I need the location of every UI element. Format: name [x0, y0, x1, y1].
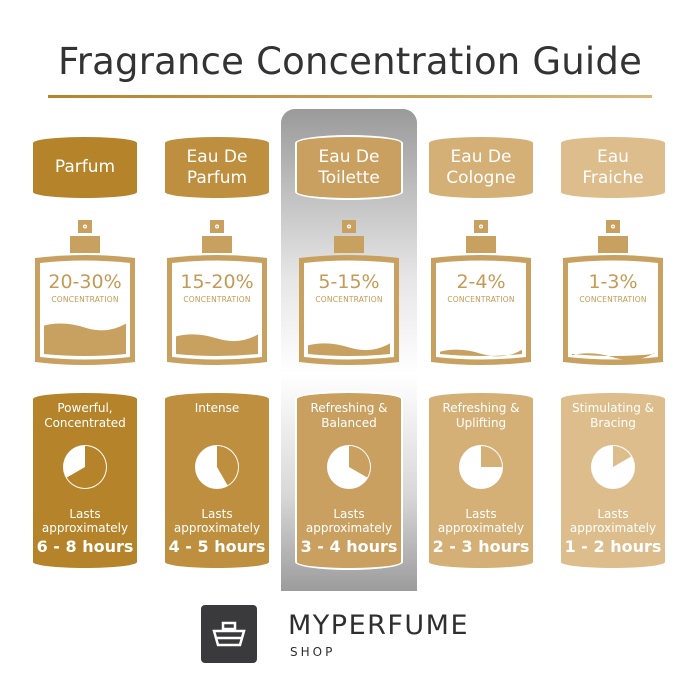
liquid-level: [308, 343, 390, 356]
approximately-label: approximately: [41, 521, 129, 535]
duration-hours: 2 - 3 hours: [432, 537, 530, 556]
approximately-label: approximately: [569, 521, 657, 535]
lasts-label: Lasts: [597, 507, 629, 521]
concentration-column: Parfum 20-30% CONCENTRATION Powerful, Con…: [33, 0, 137, 600]
concentration-column: Eau De Cologne 2-4% CONCENTRATION Refresh…: [429, 0, 533, 600]
concentration-label: CONCENTRATION: [183, 295, 251, 304]
longevity-card: Refreshing & Uplifting Lasts approximately…: [429, 393, 533, 568]
type-header: Parfum: [33, 137, 137, 198]
concentration-label: CONCENTRATION: [579, 295, 647, 304]
concentration-percent: 5-15%: [318, 271, 380, 293]
longevity-card: Intense Lasts approximately 4 - 5 hours: [165, 393, 269, 568]
longevity-card: Powerful, Concentrated Lasts approximately…: [33, 393, 137, 568]
description-line: Stimulating &: [571, 401, 655, 415]
bottle-icon: [431, 220, 531, 365]
clock-pie-slice: [66, 446, 106, 488]
clock-pie-slice: [613, 446, 632, 467]
lasts-label: Lasts: [69, 507, 101, 521]
approximately-label: approximately: [305, 521, 393, 535]
longevity-card: Stimulating & Bracing Lasts approximately …: [561, 393, 665, 568]
description-line: Powerful,: [57, 401, 113, 415]
clock-pie-slice: [217, 446, 239, 486]
bottle-icon: [563, 220, 663, 365]
concentration-percent: 2-4%: [456, 271, 506, 293]
brand-logo-icon: [201, 605, 257, 663]
page-title: Fragrance Concentration Guide: [57, 40, 643, 83]
type-name-line: Eau: [597, 146, 629, 167]
description-line: Concentrated: [44, 416, 126, 430]
liquid-level: [440, 349, 522, 357]
longevity-card: Refreshing & Balanced Lasts approximately …: [295, 391, 403, 570]
bottle-icon: [299, 220, 399, 365]
duration-hours: 3 - 4 hours: [300, 537, 398, 556]
approximately-label: approximately: [173, 521, 261, 535]
type-name-line: Parfum: [54, 157, 116, 177]
concentration-column: Eau De Toilette 5-15% CONCENTRATION Refre…: [295, 0, 403, 600]
clock-pie-icon: [327, 445, 371, 489]
description-line: Uplifting: [455, 416, 507, 430]
concentration-column: Eau De Parfum 15-20% CONCENTRATION Intens…: [165, 0, 269, 600]
duration-hours: 1 - 2 hours: [564, 537, 662, 556]
clock-pie-icon: [459, 445, 503, 489]
description-line: Intense: [194, 401, 240, 415]
duration-hours: 6 - 8 hours: [36, 537, 134, 556]
type-name-line: Eau De: [450, 146, 512, 167]
type-name-line: Eau De: [318, 146, 380, 167]
clock-pie-slice: [349, 446, 371, 478]
lasts-label: Lasts: [465, 507, 497, 521]
lasts-label: Lasts: [201, 507, 233, 521]
concentration-label: CONCENTRATION: [447, 295, 515, 304]
clock-pie-icon: [63, 445, 107, 489]
title-divider: [48, 95, 652, 98]
concentration-column: Eau Fraiche 1-3% CONCENTRATION Stimulatin…: [561, 0, 665, 600]
description-line: Refreshing &: [310, 401, 388, 415]
liquid-level: [44, 323, 126, 356]
type-header: Eau De Toilette: [295, 135, 403, 200]
concentration-percent: 20-30%: [48, 271, 122, 293]
concentration-label: CONCENTRATION: [51, 295, 119, 304]
type-name-line: Fraiche: [582, 167, 644, 188]
liquid-level: [176, 334, 258, 356]
brand-sub: SHOP: [290, 645, 336, 659]
brand-name: MYPERFUME: [288, 610, 470, 641]
clock-pie-icon: [591, 445, 635, 489]
bottle-icon: [35, 220, 135, 365]
type-name-line: Eau De: [186, 146, 248, 167]
clock-pie-icon: [195, 445, 239, 489]
concentration-percent: 1-3%: [588, 271, 638, 293]
type-name-line: Cologne: [446, 167, 516, 188]
type-header: Eau De Parfum: [165, 137, 269, 198]
bottle-icon: [167, 220, 267, 365]
description-line: Bracing: [590, 416, 636, 430]
type-header: Eau Fraiche: [561, 137, 665, 198]
description-line: Balanced: [321, 416, 377, 430]
duration-hours: 4 - 5 hours: [168, 537, 266, 556]
type-name-line: Toilette: [318, 167, 380, 188]
description-line: Refreshing &: [442, 401, 520, 415]
liquid-level: [572, 353, 654, 361]
clock-pie-slice: [481, 446, 502, 467]
lasts-label: Lasts: [333, 507, 365, 521]
type-name-line: Parfum: [186, 167, 248, 188]
approximately-label: approximately: [437, 521, 525, 535]
concentration-percent: 15-20%: [180, 271, 254, 293]
concentration-label: CONCENTRATION: [315, 295, 383, 304]
type-header: Eau De Cologne: [429, 137, 533, 198]
